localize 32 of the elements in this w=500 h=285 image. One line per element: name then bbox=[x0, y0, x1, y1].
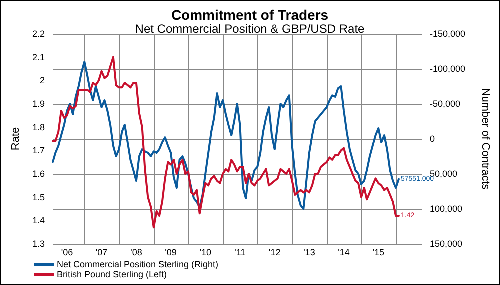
y-tick-label: 1.3 bbox=[32, 239, 45, 249]
y-tick-label: 2 bbox=[40, 76, 45, 86]
legend-label: Net Commercial Position Sterling (Right) bbox=[57, 260, 219, 270]
y-tick-label: 1.5 bbox=[32, 192, 45, 202]
chart-title: Commitment of Traders bbox=[171, 7, 329, 23]
y-tick-label: 2.2 bbox=[32, 29, 45, 39]
y2-axis-title: Number of Contracts bbox=[480, 88, 492, 190]
y-axis-title: Rate bbox=[10, 127, 22, 151]
x-tick-label: '10 bbox=[200, 248, 212, 258]
y2-tick-label: -150,000 bbox=[430, 29, 466, 39]
x-tick-label: '14 bbox=[338, 248, 350, 258]
x-tick-label: '08 bbox=[130, 248, 142, 258]
y2-tick-label: 0 bbox=[430, 134, 436, 144]
y-tick-label: 1.9 bbox=[32, 99, 45, 109]
legend-label: British Pound Sterling (Left) bbox=[57, 270, 168, 280]
x-tick-label: '07 bbox=[96, 248, 108, 258]
y2-tick-label: 150,000 bbox=[430, 239, 463, 249]
x-tick-label: '11 bbox=[234, 248, 246, 258]
y2-tick-label: -100,000 bbox=[430, 64, 466, 74]
y-tick-label: 1.8 bbox=[32, 122, 45, 132]
x-tick-label: '13 bbox=[304, 248, 316, 258]
y2-tick-label: 100,000 bbox=[430, 204, 463, 214]
y2-tick-label: -50,000 bbox=[430, 99, 461, 109]
y-tick-label: 1.6 bbox=[32, 169, 45, 179]
x-tick-label: '09 bbox=[165, 248, 177, 258]
x-tick-label: '15 bbox=[372, 248, 384, 258]
x-tick-label: '12 bbox=[269, 248, 281, 258]
y-tick-label: 1.7 bbox=[32, 146, 45, 156]
y-tick-label: 2.1 bbox=[32, 52, 45, 62]
y-tick-label: 1.4 bbox=[32, 216, 45, 226]
x-tick-label: '06 bbox=[61, 248, 74, 258]
chart-subtitle: Net Commercial Position & GBP/USD Rate bbox=[135, 22, 366, 36]
